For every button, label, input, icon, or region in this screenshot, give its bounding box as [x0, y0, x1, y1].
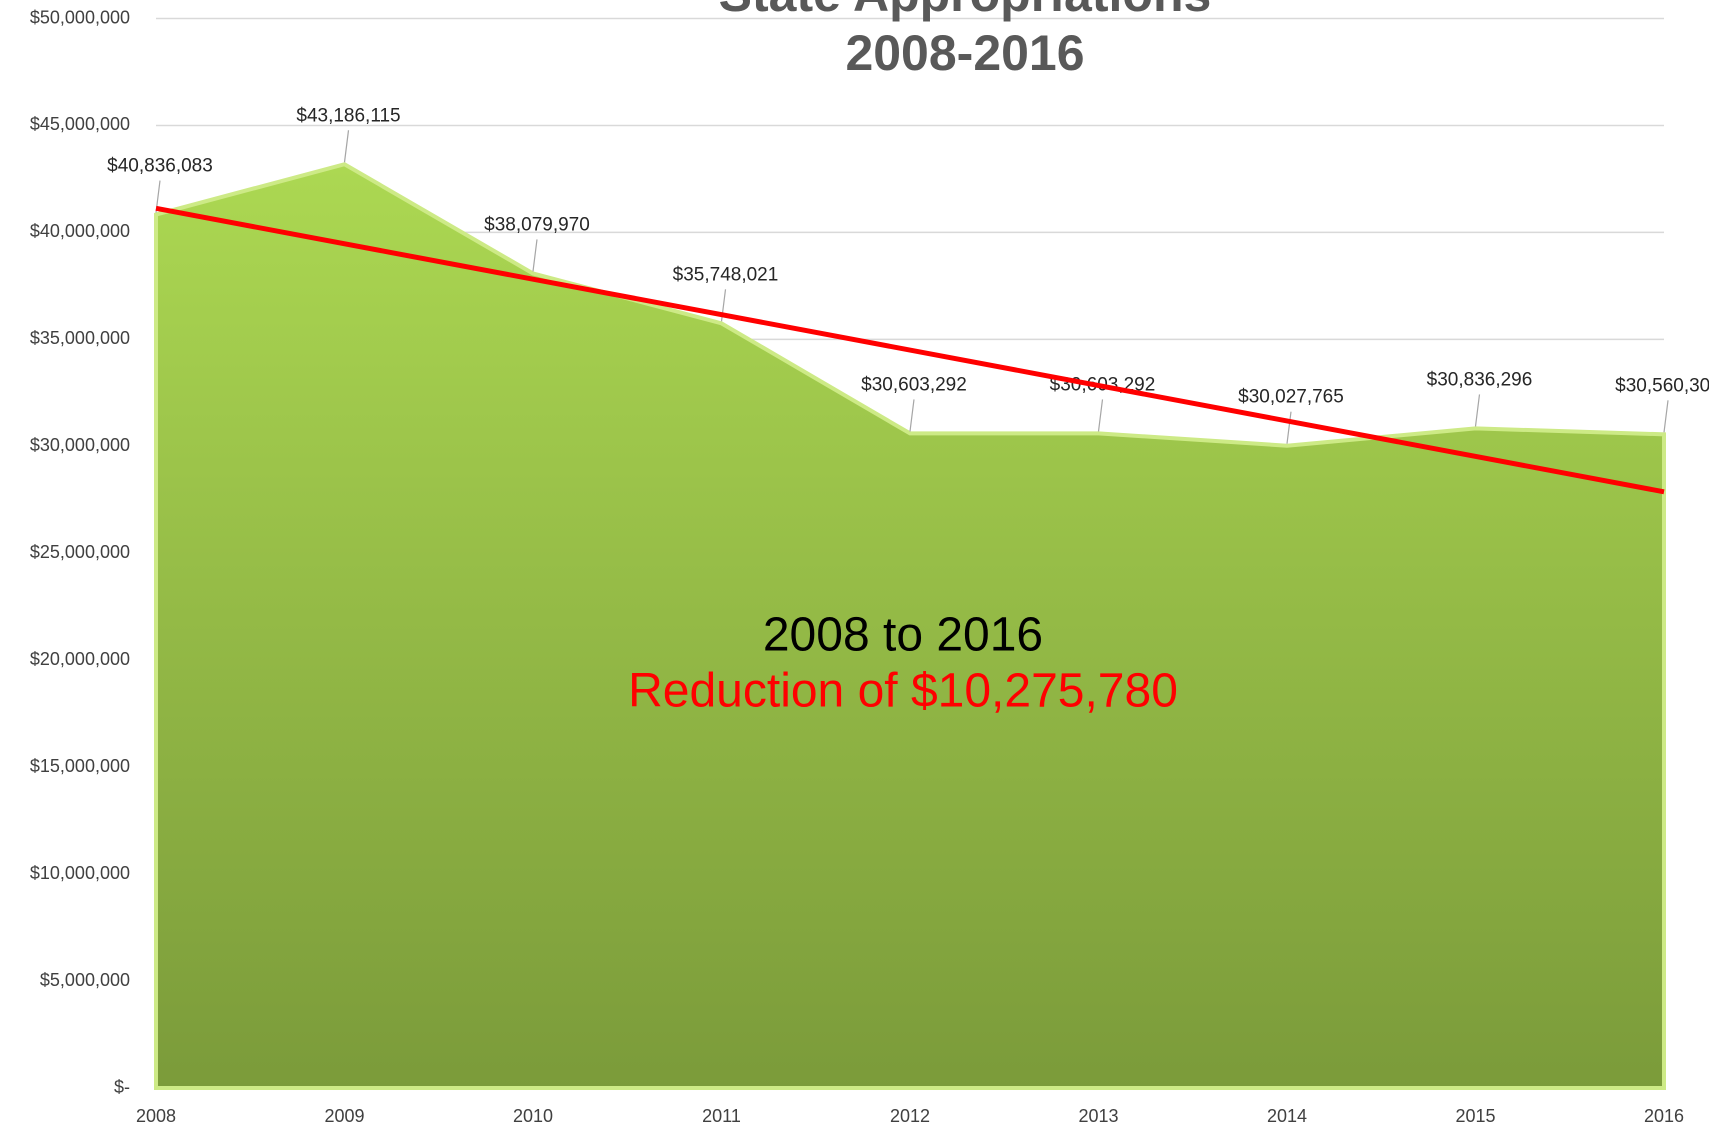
- chart-title: 2008-2016: [845, 25, 1084, 81]
- y-tick-label: $10,000,000: [30, 863, 130, 883]
- leader-line: [1286, 411, 1292, 444]
- value-label: $30,027,765: [1238, 387, 1344, 408]
- leader-line: [1474, 394, 1481, 427]
- y-tick-label: $5,000,000: [40, 970, 130, 990]
- value-label: $35,748,021: [673, 264, 779, 285]
- area: [154, 162, 1666, 1090]
- y-tick-label: $40,000,000: [30, 221, 130, 241]
- leader-line: [532, 239, 538, 272]
- area-layer: [154, 162, 1666, 1090]
- trendline: [155, 205, 1665, 495]
- x-tick-label: 2014: [1267, 1106, 1307, 1126]
- y-tick-label: $-: [114, 1077, 130, 1097]
- annotation: 2008 to 2016: [763, 609, 1043, 662]
- value-label: $30,603,292: [861, 374, 967, 395]
- x-tick-label: 2008: [136, 1106, 176, 1126]
- y-tick-label: $25,000,000: [30, 542, 130, 562]
- chart-title: State Appropriations: [719, 0, 1212, 22]
- value-label: $40,836,083: [107, 156, 213, 177]
- leader-line: [343, 130, 350, 163]
- y-tick-label: $45,000,000: [30, 114, 130, 134]
- y-tick-label: $15,000,000: [30, 756, 130, 776]
- y-tick-label: $30,000,000: [30, 435, 130, 455]
- x-tick-label: 2016: [1644, 1106, 1684, 1126]
- x-tick-label: 2009: [324, 1106, 364, 1126]
- x-tick-label: 2015: [1455, 1106, 1495, 1126]
- leader-line: [909, 399, 915, 432]
- value-label: $30,836,296: [1427, 369, 1533, 390]
- x-tick-label: 2012: [890, 1106, 930, 1126]
- y-tick-label: $50,000,000: [30, 7, 130, 27]
- leader-line: [1663, 400, 1669, 433]
- value-label: $43,186,115: [296, 105, 400, 126]
- value-label: $30,560,303: [1615, 375, 1709, 396]
- x-tick-label: 2010: [513, 1106, 553, 1126]
- leader-line: [1097, 399, 1104, 432]
- value-label: $38,079,970: [484, 214, 590, 235]
- y-tick-label: $35,000,000: [30, 328, 130, 348]
- x-tick-label: 2011: [702, 1106, 741, 1126]
- annotation: Reduction of $10,275,780: [628, 665, 1178, 718]
- y-tick-label: $20,000,000: [30, 649, 130, 669]
- x-tick-label: 2013: [1078, 1106, 1118, 1126]
